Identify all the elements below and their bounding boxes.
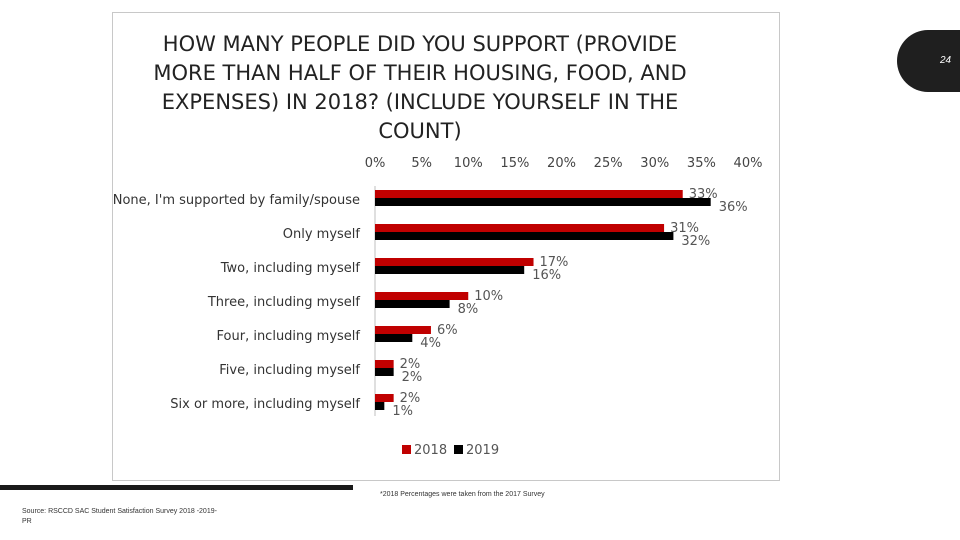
legend-swatch-2019 — [454, 445, 463, 454]
page-number-badge — [897, 30, 960, 92]
x-tick-label: 40% — [734, 156, 763, 171]
data-label-2019: 1% — [392, 404, 413, 419]
footnote: *2018 Percentages were taken from the 20… — [380, 491, 545, 498]
bar-2019 — [375, 232, 674, 240]
x-tick-label: 20% — [547, 156, 576, 171]
chart-frame — [112, 12, 780, 481]
legend-label-2019: 2019 — [466, 443, 499, 458]
bar-2018 — [375, 258, 534, 266]
bar-2018 — [375, 326, 431, 334]
data-label-2018: 2% — [400, 391, 421, 406]
x-tick-label: 5% — [411, 156, 432, 171]
data-label-2019: 36% — [719, 200, 748, 215]
x-tick-label: 25% — [594, 156, 623, 171]
page-number: 24 — [940, 55, 952, 66]
data-label-2018: 10% — [474, 289, 503, 304]
chart-title-line-3: EXPENSES) IN 2018? (INCLUDE YOURSELF IN … — [161, 90, 679, 114]
bar-2018 — [375, 190, 683, 198]
bar-2019 — [375, 266, 525, 274]
data-label-2018: 2% — [400, 357, 421, 372]
category-label: None, I'm supported by family/spouse — [113, 193, 360, 208]
bar-2018 — [375, 292, 469, 300]
category-label: Four, including myself — [217, 329, 361, 344]
x-tick-label: 30% — [640, 156, 669, 171]
chart-title-line-1: HOW MANY PEOPLE DID YOU SUPPORT (PROVIDE — [162, 32, 678, 56]
category-label: Five, including myself — [219, 363, 360, 378]
bar-2019 — [375, 198, 711, 206]
bar-2019 — [375, 300, 450, 308]
data-label-2018: 31% — [670, 221, 699, 236]
bar-2019 — [375, 402, 385, 410]
bar-2019 — [375, 334, 413, 342]
data-label-2019: 4% — [420, 336, 441, 351]
category-label: Six or more, including myself — [170, 397, 360, 412]
bar-2018 — [375, 394, 394, 402]
source-note: Source: RSCCD SAC Student Satisfaction S… — [22, 508, 217, 525]
bar-2018 — [375, 360, 394, 368]
data-label-2018: 17% — [540, 255, 569, 270]
data-label-2019: 16% — [532, 268, 561, 283]
x-tick-label: 35% — [687, 156, 716, 171]
footer-rule — [0, 485, 353, 490]
bar-2018 — [375, 224, 665, 232]
data-label-2019: 8% — [458, 302, 479, 317]
chart-title-line-4: COUNT) — [378, 119, 462, 143]
chart-title-line-2: MORE THAN HALF OF THEIR HOUSING, FOOD, A… — [153, 61, 687, 85]
x-tick-label: 10% — [454, 156, 483, 171]
chart-title: HOW MANY PEOPLE DID YOU SUPPORT (PROVIDE… — [150, 30, 690, 146]
category-label: Only myself — [283, 227, 361, 242]
data-label-2019: 32% — [681, 234, 710, 249]
legend-swatch-2018 — [402, 445, 411, 454]
x-tick-label: 15% — [500, 156, 529, 171]
legend-label-2018: 2018 — [414, 443, 447, 458]
bar-2019 — [375, 368, 394, 376]
data-label-2019: 2% — [402, 370, 423, 385]
category-label: Three, including myself — [207, 295, 361, 310]
data-label-2018: 6% — [437, 323, 458, 338]
x-tick-label: 0% — [365, 156, 386, 171]
category-label: Two, including myself — [220, 261, 361, 276]
